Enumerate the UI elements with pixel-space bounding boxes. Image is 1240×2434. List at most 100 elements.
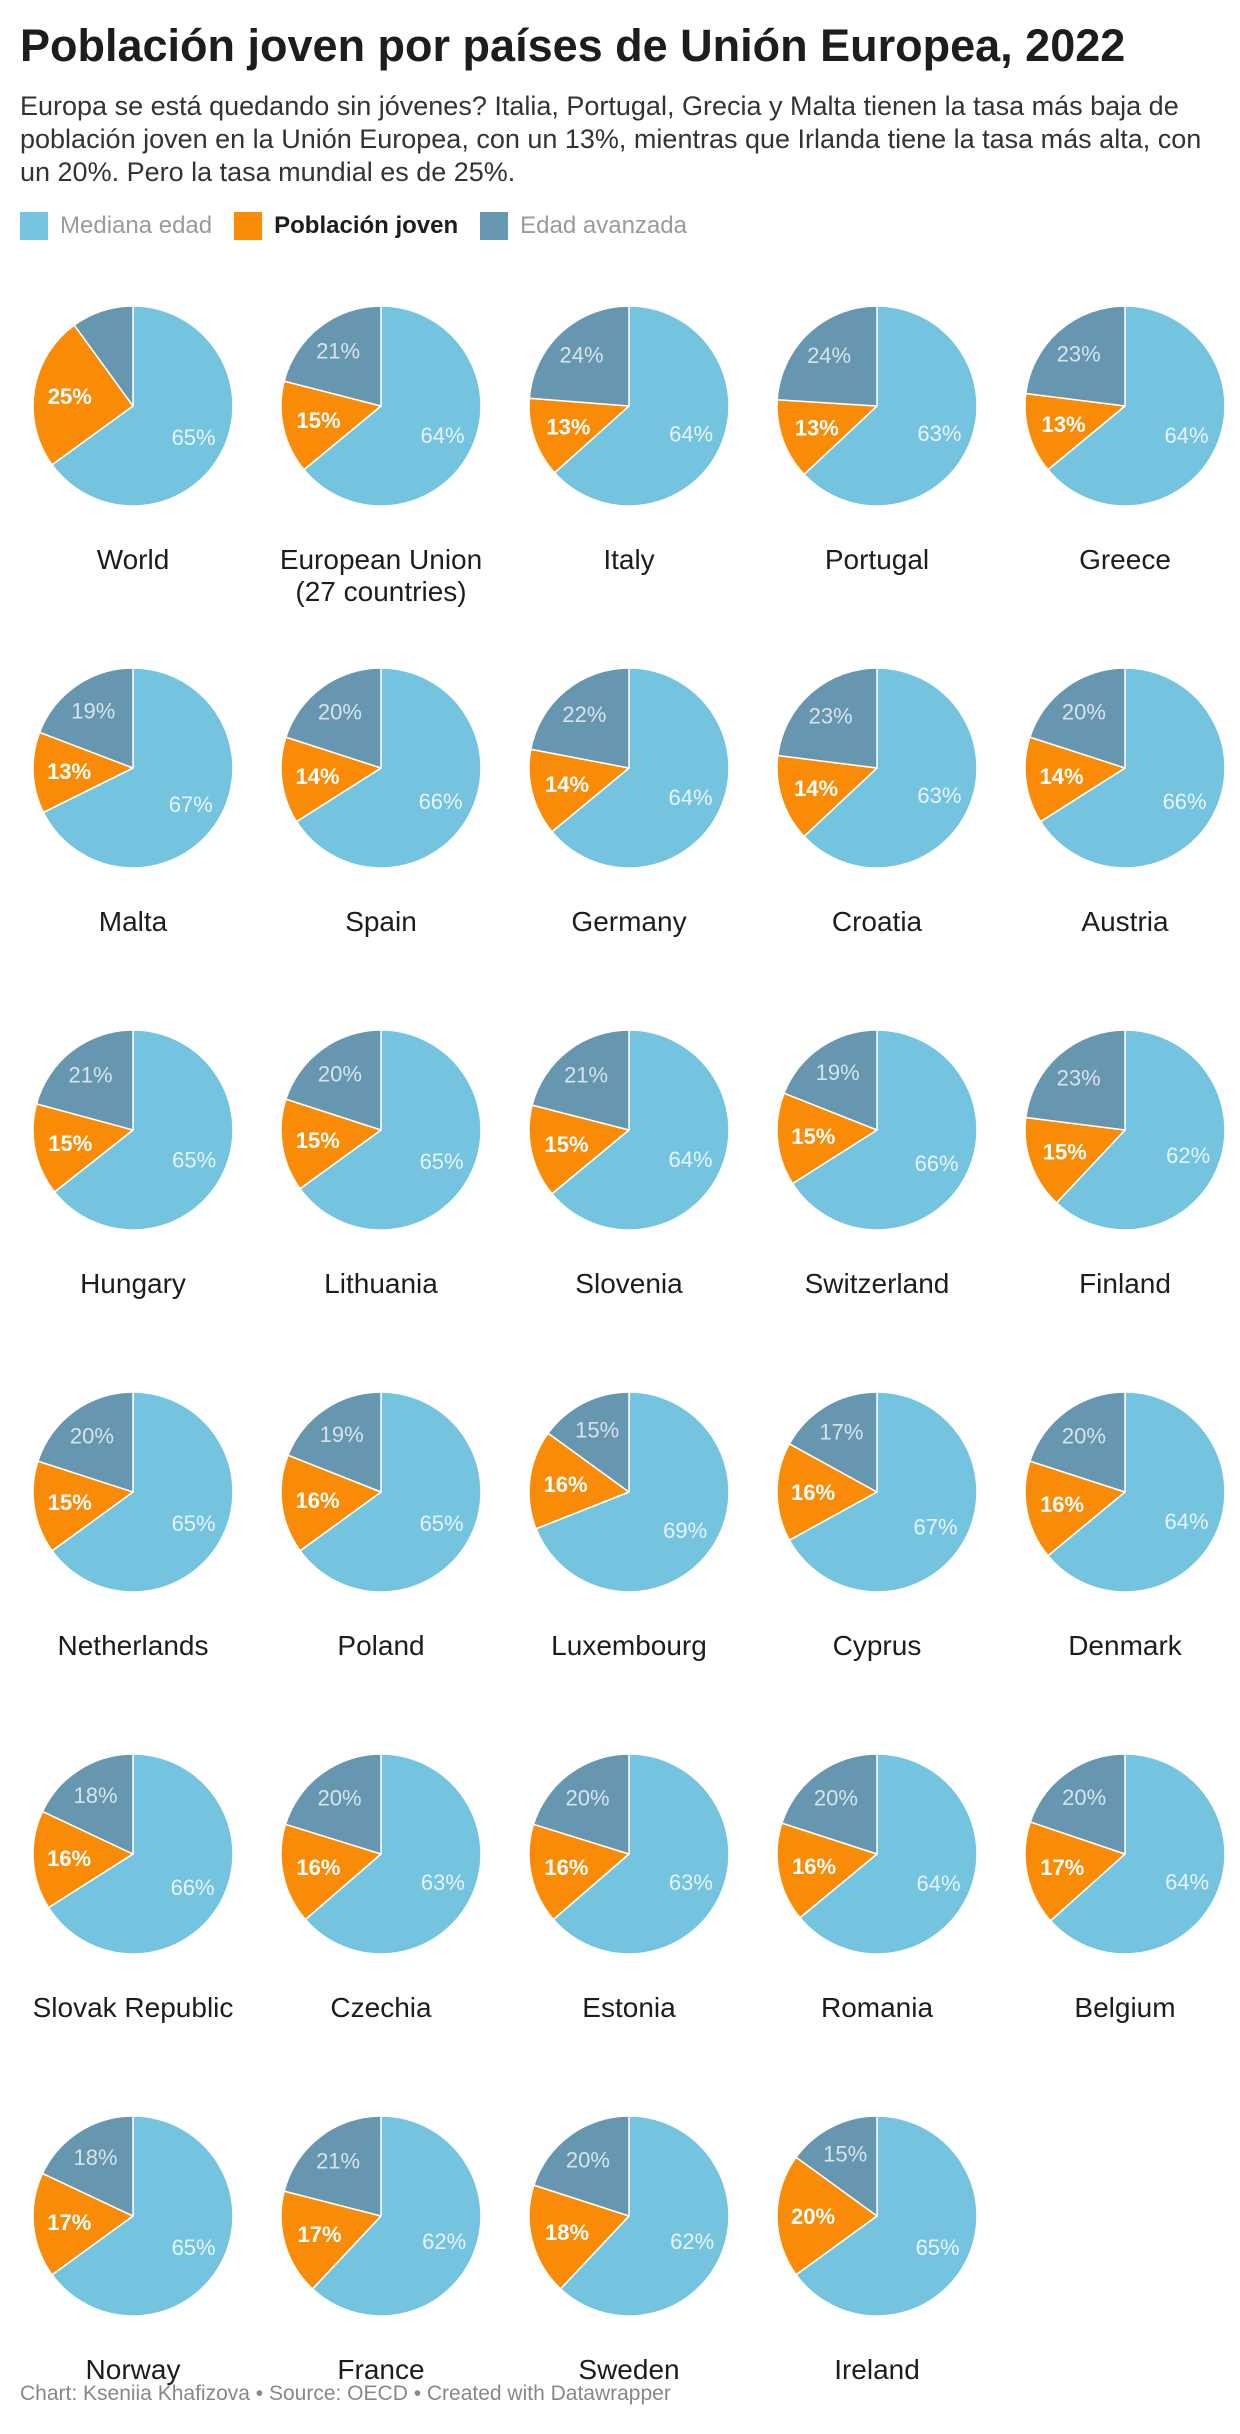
pie-label-old: 21% xyxy=(564,1063,608,1088)
pie-slice-middle xyxy=(42,667,234,869)
pie-chart: 66% 15% 19% xyxy=(776,1029,978,1231)
pie-label-middle: 63% xyxy=(917,783,961,808)
pie-chart: 64% 16% 20% xyxy=(776,1753,978,1955)
pie-slice-middle xyxy=(51,2115,234,2317)
country-label: Croatia xyxy=(831,906,923,937)
pie-label-young: 17% xyxy=(1040,1855,1084,1880)
pie-chart: 65% 16% 19% xyxy=(280,1391,482,1593)
pie-slice-middle xyxy=(553,305,730,507)
pie-slice-old xyxy=(776,305,878,407)
pie-label-middle: 67% xyxy=(169,792,213,817)
pie-chart: 66% 16% 18% xyxy=(32,1753,234,1955)
pie-cell: 64% 17% 20% Belgium xyxy=(1005,1734,1240,2024)
legend-swatch-middle xyxy=(20,212,48,240)
pie-label-old: 18% xyxy=(73,1783,117,1808)
country-label: Italy xyxy=(603,544,655,575)
pie-slice-old xyxy=(777,667,878,769)
legend-swatch-old xyxy=(480,212,509,240)
pie-label-young: 14% xyxy=(295,764,339,789)
pie-slice-old xyxy=(1025,305,1126,407)
pie-label-old: 20% xyxy=(1062,1423,1106,1448)
pie-slice-old xyxy=(1029,1753,1126,1855)
pie-label-old: 20% xyxy=(317,1786,361,1811)
pie-chart: 64% 15% 21% xyxy=(280,305,482,507)
pie-slice-middle xyxy=(51,305,234,507)
pie-label-young: 15% xyxy=(48,1131,92,1156)
pie-label-old: 22% xyxy=(562,702,606,727)
pie-cell: 66% 16% 18% Slovak Republic xyxy=(13,1734,253,2024)
pie-slice-young xyxy=(528,2184,630,2290)
pie-label-young: 16% xyxy=(47,1846,91,1871)
pie-label-middle: 65% xyxy=(172,1511,216,1536)
pie-cell: 64% 15% 21% European Union (27 countries) xyxy=(261,286,501,608)
pie-cell: 65% 15% 21% Hungary xyxy=(13,1010,253,1300)
pie-chart: 64% 16% 20% xyxy=(1024,1391,1226,1593)
pie-slice-old xyxy=(41,2115,134,2217)
pie-slice-old xyxy=(37,1391,134,1493)
pie-chart: 62% 17% 21% xyxy=(280,2115,482,2317)
pie-slice-young xyxy=(280,1454,382,1552)
legend-label-old: Edad avanzada xyxy=(520,212,687,239)
pie-slice-young xyxy=(32,731,134,814)
pie-label-middle: 64% xyxy=(1164,1509,1208,1534)
pie-slice-middle xyxy=(303,305,482,507)
country-label: France xyxy=(337,2354,425,2385)
pie-slice-young xyxy=(776,1092,878,1185)
pie-label-old: 24% xyxy=(807,343,851,368)
legend-swatch-young xyxy=(234,212,263,240)
pie-label-young: 14% xyxy=(545,772,589,797)
pie-slice-middle xyxy=(1047,305,1226,507)
pie-slice-middle xyxy=(535,1391,730,1593)
pie-chart: 67% 16% 17% xyxy=(776,1391,978,1593)
pie-label-old: 23% xyxy=(809,704,853,729)
pie-slice-old xyxy=(1029,667,1126,769)
pie-chart: 65% 15% 20% xyxy=(32,1391,234,1593)
pie-cell: 64% 13% 23% Greece xyxy=(1005,286,1240,576)
pie-slice-middle xyxy=(1055,1029,1226,1231)
pie-cell: 63% 16% 20% Estonia xyxy=(509,1734,749,2024)
pie-slice-old xyxy=(781,1753,878,1855)
legend-item-middle: Mediana edad xyxy=(20,212,212,240)
pie-chart: 69% 16% 15% xyxy=(528,1391,730,1593)
pie-label-middle: 63% xyxy=(669,1870,713,1895)
pie-slice-young xyxy=(528,1104,630,1195)
header: Población joven por países de Unión Euro… xyxy=(20,0,1230,189)
pie-slice-middle xyxy=(311,2115,482,2317)
pie-chart: 64% 15% 21% xyxy=(528,1029,730,1231)
pie-slice-young xyxy=(528,1432,630,1530)
pie-slice-middle xyxy=(799,1753,978,1955)
pie-label-young: 15% xyxy=(296,408,340,433)
pie-label-middle: 66% xyxy=(915,1151,959,1176)
pie-slice-old xyxy=(285,1029,382,1131)
chart-footer: Chart: Kseniia Khafizova • Source: OECD … xyxy=(20,2382,671,2405)
pie-slice-young xyxy=(280,1098,382,1190)
pie-cell: 62% 18% 20% Sweden xyxy=(509,2096,749,2386)
pie-slice-young xyxy=(32,1460,134,1552)
pie-label-middle: 64% xyxy=(668,1147,712,1172)
pie-slice-middle xyxy=(791,1029,978,1231)
pie-slice-middle xyxy=(788,1391,978,1593)
pie-slice-old xyxy=(35,1029,134,1131)
pie-chart: 65% 15% 20% xyxy=(280,1029,482,1231)
country-label: Portugal xyxy=(824,544,930,575)
country-label: Spain xyxy=(345,906,417,937)
pie-chart: 62% 15% 23% xyxy=(1024,1029,1226,1231)
country-label: European Union (27 countries) xyxy=(279,544,483,607)
pie-slice-young xyxy=(32,2172,134,2276)
pie-label-middle: 66% xyxy=(419,789,463,814)
pie-slice-young xyxy=(528,397,630,474)
legend-item-old: Edad avanzada xyxy=(480,212,687,240)
pie-label-middle: 62% xyxy=(1166,1143,1210,1168)
pie-cell: 65% 15% 20% Netherlands xyxy=(13,1372,253,1662)
pie-slice-young xyxy=(1024,1821,1126,1922)
pie-label-old: 20% xyxy=(814,1785,858,1810)
pie-chart: 63% 13% 24% xyxy=(776,305,978,507)
pie-slice-middle xyxy=(299,1029,482,1231)
pie-slice-young xyxy=(1024,1116,1126,1204)
country-label: Finland xyxy=(1079,1268,1171,1299)
pie-cell: 64% 15% 21% Slovenia xyxy=(509,1010,749,1300)
pie-label-middle: 65% xyxy=(172,1148,216,1173)
pie-chart: 63% 16% 20% xyxy=(280,1753,482,1955)
pie-slice-young xyxy=(776,398,878,476)
